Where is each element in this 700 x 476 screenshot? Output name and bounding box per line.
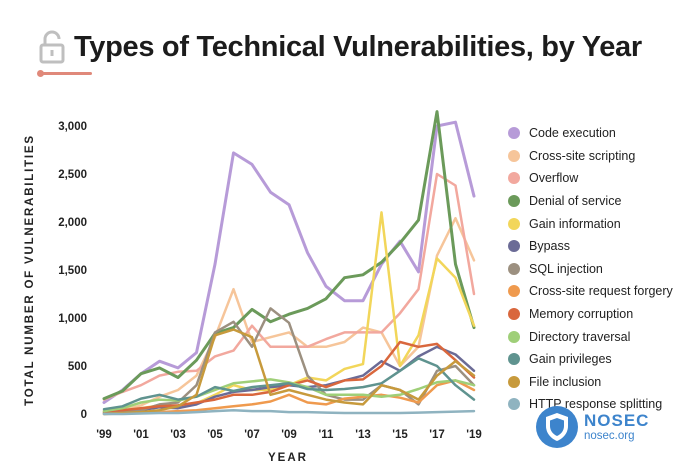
series-line-overflow	[102, 172, 476, 401]
legend-swatch	[508, 149, 520, 162]
series-line-http-response-splitting	[102, 408, 476, 416]
x-tick-label: '13	[355, 429, 371, 441]
x-axis-label: YEAR	[268, 452, 308, 464]
y-tick-label: 1,000	[58, 313, 87, 325]
legend-item: Denial of service	[508, 190, 673, 213]
y-tick-label: 0	[81, 409, 87, 421]
legend-label: Bypass	[529, 239, 570, 254]
legend-label: Overflow	[529, 171, 579, 186]
series-line-code-execution	[102, 120, 476, 404]
legend-swatch	[508, 127, 520, 140]
legend-item: Code execution	[508, 122, 673, 145]
series-line-denial-of-service	[102, 110, 476, 401]
y-tick-label: 2,000	[58, 217, 87, 229]
x-tick-label: '09	[281, 429, 297, 441]
x-tick-label: '99	[96, 429, 112, 441]
legend-swatch	[508, 262, 520, 275]
y-tick-label: 1,500	[58, 265, 87, 277]
legend-item: Memory corruption	[508, 303, 673, 326]
series-line-memory-corruption	[102, 340, 476, 413]
legend-swatch	[508, 240, 520, 253]
legend-label: File inclusion	[529, 374, 602, 389]
series-line-gain-privileges	[102, 357, 476, 411]
legend-item: Directory traversal	[508, 325, 673, 348]
legend-label: Code execution	[529, 126, 616, 141]
legend-label: Directory traversal	[529, 329, 631, 344]
legend-item: Overflow	[508, 167, 673, 190]
y-tick-label: 500	[68, 361, 87, 373]
x-tick-label: '01	[133, 429, 149, 441]
lock-icon	[39, 30, 65, 64]
x-tick-label: '17	[429, 429, 445, 441]
watermark-site: nosec.org	[584, 429, 635, 442]
watermark: NOSEC nosec.org	[534, 404, 649, 450]
legend-swatch	[508, 375, 520, 388]
y-tick-label: 2,500	[58, 169, 87, 181]
y-tick-label: 3,000	[58, 121, 87, 133]
title-block: Types of Technical Vulnerabilities, by Y…	[38, 30, 642, 64]
x-tick-label: '19	[466, 429, 482, 441]
legend-swatch	[508, 195, 520, 208]
legend-label: Gain privileges	[529, 352, 612, 367]
legend-swatch	[508, 398, 520, 411]
series-line-sql-injection	[102, 307, 476, 415]
legend-label: Gain information	[529, 216, 621, 231]
legend-item: File inclusion	[508, 371, 673, 394]
legend-item: Cross-site request forgery	[508, 280, 673, 303]
x-tick-label: '07	[244, 429, 260, 441]
page-title: Types of Technical Vulnerabilities, by Y…	[74, 30, 642, 63]
title-underline	[37, 70, 92, 77]
legend-item: SQL injection	[508, 258, 673, 281]
legend: Code execution Cross-site scripting Overfl…	[508, 122, 673, 416]
legend-swatch	[508, 353, 520, 366]
legend-swatch	[508, 172, 520, 185]
legend-swatch	[508, 285, 520, 298]
x-tick-label: '03	[170, 429, 186, 441]
series-line-cross-site-scripting	[102, 216, 476, 414]
legend-item: Gain information	[508, 212, 673, 235]
legend-label: Denial of service	[529, 194, 622, 209]
legend-label: SQL injection	[529, 261, 603, 276]
legend-label: Memory corruption	[529, 307, 634, 322]
legend-item: Cross-site scripting	[508, 145, 673, 168]
legend-item: Bypass	[508, 235, 673, 258]
legend-swatch	[508, 217, 520, 230]
legend-label: Cross-site request forgery	[529, 284, 673, 299]
legend-swatch	[508, 308, 520, 321]
x-tick-label: '11	[319, 429, 334, 441]
x-tick-label: '15	[392, 429, 408, 441]
legend-swatch	[508, 330, 520, 343]
shield-icon	[536, 406, 578, 448]
watermark-name: NOSEC	[584, 410, 650, 430]
x-tick-label: '05	[207, 429, 223, 441]
legend-item: Gain privileges	[508, 348, 673, 371]
series-line-file-inclusion	[102, 328, 476, 416]
legend-label: Cross-site scripting	[529, 148, 636, 163]
